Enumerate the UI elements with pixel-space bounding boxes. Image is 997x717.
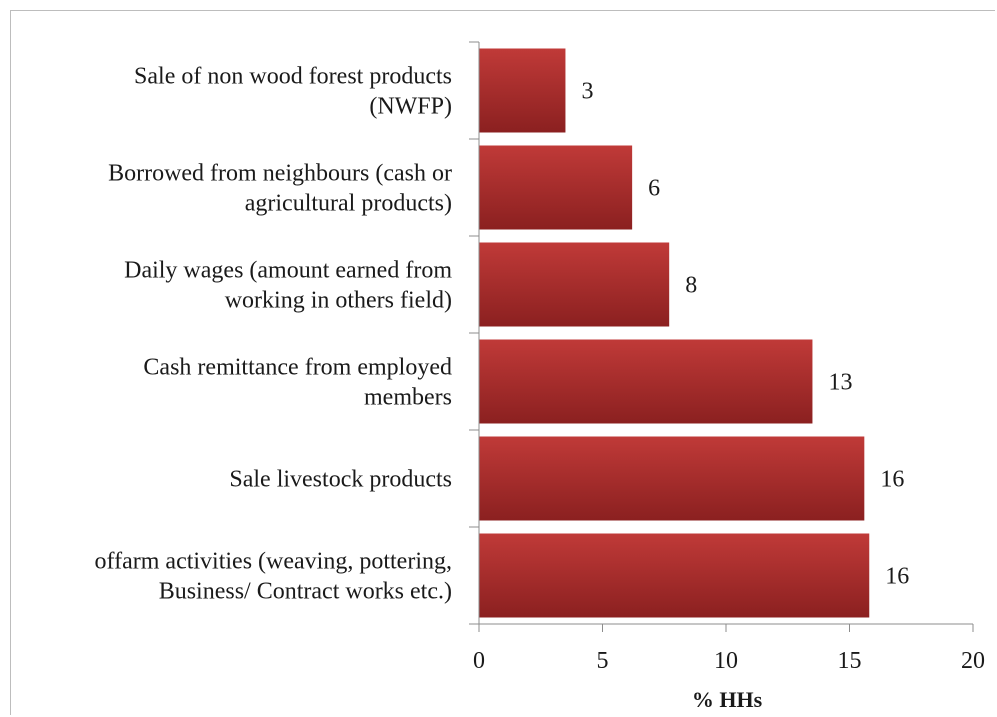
x-tick-label-3: 15 <box>838 648 862 674</box>
category-label-5: offarm activities (weaving, pottering, Bu… <box>95 549 452 605</box>
category-label-3: Cash remittance from employed members <box>143 355 452 411</box>
x-tick-label-4: 20 <box>961 648 985 674</box>
data-label-4: 16 <box>880 467 904 493</box>
data-label-5: 16 <box>885 564 909 590</box>
category-label-1: Borrowed from neighbours (cash or agricul… <box>108 161 452 217</box>
bar-2 <box>479 242 670 327</box>
category-label-0: Sale of non wood forest products (NWFP) <box>134 64 452 120</box>
category-label-2: Daily wages (amount earned from working i… <box>124 258 452 314</box>
bar-1 <box>479 145 633 230</box>
bar-0 <box>479 48 566 133</box>
data-label-3: 13 <box>828 370 852 396</box>
category-label-4: Sale livestock products <box>229 467 452 493</box>
x-tick-label-2: 10 <box>714 648 738 674</box>
data-label-0: 3 <box>581 79 593 105</box>
x-axis-title: % HHs <box>692 687 763 712</box>
bar-5 <box>479 533 870 618</box>
data-label-2: 8 <box>685 273 697 299</box>
x-tick-label-0: 0 <box>473 648 485 674</box>
bar-4 <box>479 436 865 521</box>
bar-3 <box>479 339 813 424</box>
chart-frame <box>10 10 995 715</box>
x-tick-label-1: 5 <box>597 648 609 674</box>
data-label-1: 6 <box>648 176 660 202</box>
